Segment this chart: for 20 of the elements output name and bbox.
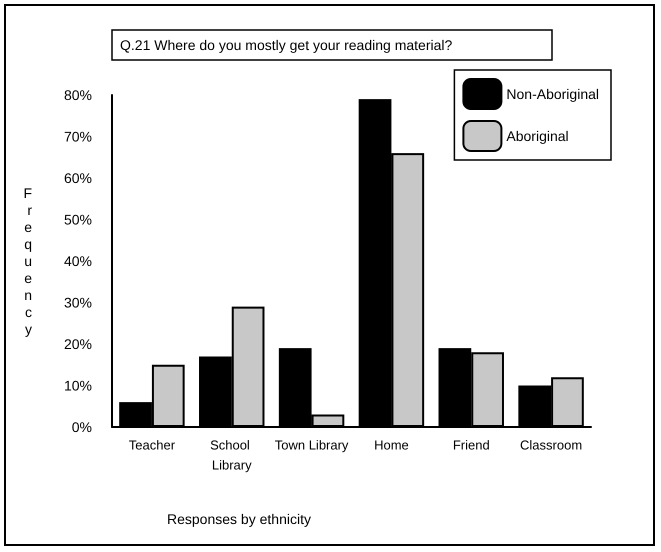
x-tick-label: Home: [374, 438, 409, 452]
y-tick-label: 80%: [64, 87, 92, 103]
text: Frequency: [23, 185, 32, 337]
x-axis-title: Responses by ethnicity: [167, 511, 311, 527]
x-tick-label: School Library: [210, 438, 254, 472]
y-tick-label: 50%: [64, 212, 92, 228]
x-tick-label: Town Library: [274, 438, 349, 452]
y-tick-label: 0%: [72, 419, 92, 435]
legend-label: Aboriginal: [506, 128, 569, 144]
y-tick-label: 20%: [64, 336, 92, 352]
x-tick-label: Classroom: [520, 438, 582, 452]
y-tick-label: 60%: [64, 170, 92, 186]
legend-label: Non-Aboriginal: [506, 86, 600, 102]
x-tick-label: Teacher: [128, 438, 176, 452]
y-tick-label: 70%: [64, 128, 92, 144]
y-tick-label: 40%: [64, 253, 92, 269]
y-tick-label: 10%: [64, 378, 92, 394]
x-tick-label: Friend: [452, 438, 490, 452]
y-tick-label: 30%: [64, 294, 92, 310]
chart-title: Q.21 Where do you mostly get your reading material?: [120, 37, 452, 53]
